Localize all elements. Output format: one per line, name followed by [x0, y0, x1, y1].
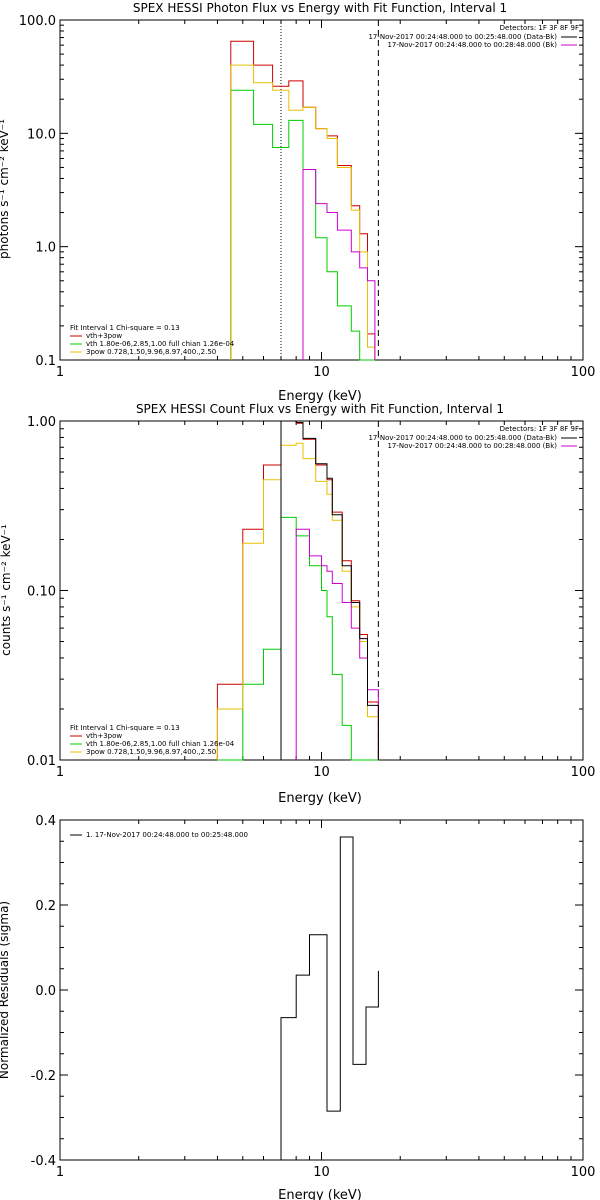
- y-tick-label: 0.2: [35, 899, 56, 914]
- count-flux-panel: SPEX HESSI Count Flux vs Energy with Fit…: [0, 402, 595, 806]
- legend-detectors: Detectors: 1F 3F 8F 9F: [500, 24, 579, 32]
- x-tick-label: 10: [313, 365, 330, 380]
- series-line-3pow: [216, 442, 379, 760]
- y-axis-label: counts s⁻¹ cm⁻² keV⁻¹: [0, 524, 13, 656]
- series-line-vth: [217, 516, 379, 761]
- legend-entry-text: 3pow 0.728,1.50,9.96,8.97,400.,2.50: [86, 748, 216, 756]
- chart-title: SPEX HESSI Count Flux vs Energy with Fit…: [136, 402, 504, 416]
- legend-entry-text: 1. 17-Nov-2017 00:24:48.000 to 00:25:48.…: [86, 831, 248, 839]
- series-line-3pow: [230, 64, 376, 360]
- legend-entry-text: 17-Nov-2017 00:24:48.000 to 00:25:48.000…: [368, 434, 557, 442]
- y-axis-label: Normalized Residuals (sigma): [0, 901, 11, 1079]
- axis-frame: [59, 819, 584, 1161]
- photon-flux-panel: SPEX HESSI Photon Flux vs Energy with Fi…: [0, 1, 595, 404]
- x-tick-label: 1: [56, 1165, 64, 1180]
- y-tick-label: 1.00: [27, 415, 56, 430]
- series-line-1-: [280, 836, 379, 1160]
- y-tick-label: 10.0: [27, 127, 56, 142]
- legend-fit-header: Fit Interval 1 Chi-square = 0.13: [70, 724, 180, 732]
- legend-fit-header: Fit Interval 1 Chi-square = 0.13: [70, 324, 180, 332]
- x-axis-label: Energy (keV): [278, 1188, 362, 1200]
- legend-entry-text: 17-Nov-2017 00:24:48.000 to 00:28:48.000…: [387, 442, 557, 450]
- x-axis-label: Energy (keV): [278, 389, 362, 404]
- series-line-background: [295, 528, 379, 760]
- series-line-data-bk: [280, 420, 379, 760]
- y-axis-label: photons s⁻¹ cm⁻² keV⁻¹: [0, 119, 11, 259]
- y-tick-label: 0.0: [35, 984, 56, 999]
- y-tick-label: 1.0: [35, 241, 56, 256]
- plot-area: 1 10 100 0.01 0.10 1.00 Detectors: 1F 3F 8F 9F…: [27, 415, 595, 780]
- x-tick-label: 100: [571, 1165, 596, 1180]
- residuals-panel: Energy (keV) Normalized Residuals (sigma…: [0, 814, 595, 1200]
- y-tick-label: 100.0: [19, 14, 56, 29]
- legend-detectors: Detectors: 1F 3F 8F 9F: [500, 425, 579, 433]
- plot-area: 1 10 100 0.1 1.0 10.0 100.0 Detectors: 1F 3F 8F…: [19, 14, 596, 380]
- legend-entry-text: vth+3pow: [86, 732, 122, 740]
- x-tick-label: 10: [313, 1165, 330, 1180]
- y-tick-label: 0.1: [35, 354, 56, 369]
- x-axis-label: Energy (keV): [278, 791, 362, 806]
- legend-entry-text: 17-Nov-2017 00:24:48.000 to 00:25:48.000…: [368, 33, 557, 41]
- y-tick-label: 0.01: [27, 754, 56, 769]
- series-line-background: [302, 169, 376, 360]
- plot-area: 1 10 100 -0.4 -0.2 0.0 0.2 0.4 1. 17-Nov-2017 00…: [31, 814, 596, 1180]
- legend-entry-text: vth+3pow: [86, 332, 122, 340]
- legend-entry-text: vth 1.80e-06,2.85,1.00 full chian 1.26e-…: [86, 740, 235, 748]
- legend-entry-text: 17-Nov-2017 00:24:48.000 to 00:28:48.000…: [387, 41, 557, 49]
- x-tick-label: 10: [313, 765, 330, 780]
- chart-title: SPEX HESSI Photon Flux vs Energy with Fi…: [133, 1, 507, 15]
- legend-entry-text: 3pow 0.728,1.50,9.96,8.97,400.,2.50: [86, 348, 216, 356]
- y-tick-label: 0.10: [27, 585, 56, 600]
- x-tick-label: 100: [571, 365, 596, 380]
- y-tick-label: -0.2: [31, 1069, 56, 1084]
- y-tick-label: -0.4: [31, 1154, 56, 1169]
- axis-frame: [59, 19, 584, 361]
- y-tick-label: 0.4: [35, 814, 56, 829]
- x-tick-label: 100: [571, 765, 596, 780]
- x-tick-label: 1: [56, 365, 64, 380]
- x-tick-label: 1: [56, 765, 64, 780]
- legend-entry-text: vth 1.80e-06,2.85,1.00 full chian 1.26e-…: [86, 340, 235, 348]
